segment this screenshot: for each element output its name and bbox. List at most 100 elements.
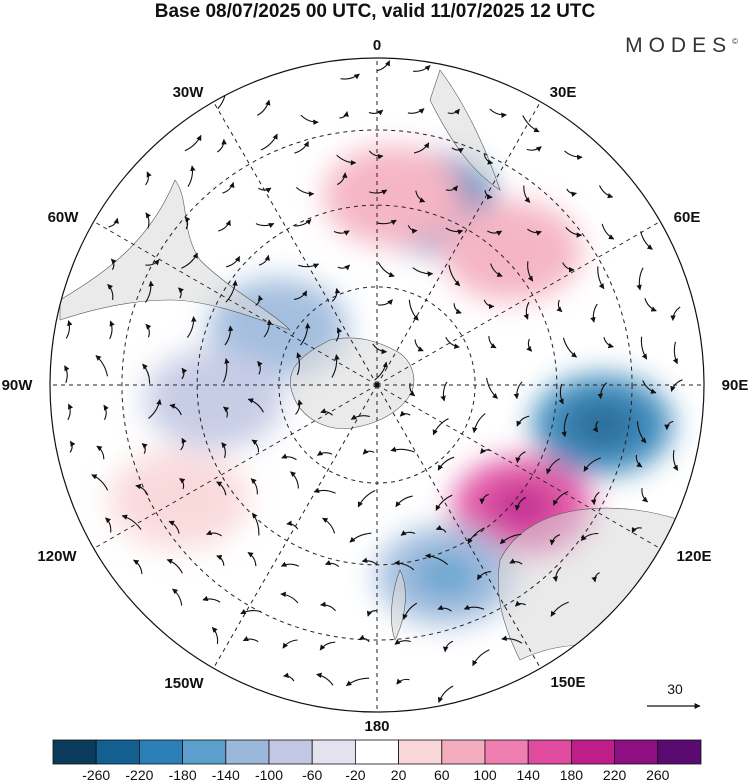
wind-arrow (255, 222, 275, 229)
wind-arrow (445, 185, 458, 192)
wind-arrow (280, 561, 299, 567)
wind-arrow (300, 114, 319, 125)
wind-arrow (105, 517, 112, 533)
wind-arrow (133, 559, 143, 574)
colorbar-tick-label: -140 (212, 767, 240, 783)
wind-arrow (69, 440, 76, 453)
wind-arrow (523, 185, 531, 203)
wind-arrow (437, 604, 452, 612)
meridian-line (93, 221, 378, 386)
wind-arrow (250, 478, 258, 495)
wind-arrow (488, 335, 497, 349)
wind-arrow (561, 412, 569, 438)
wind-arrow (298, 263, 320, 269)
wind-arrow (415, 190, 426, 203)
wind-arrow (376, 60, 391, 72)
wind-arrow (316, 672, 334, 686)
wind-arrow (247, 398, 264, 413)
colorbar-tick-label: -60 (302, 767, 322, 783)
wind-arrow (260, 133, 278, 151)
wind-arrow (435, 494, 453, 511)
anomaly-core (568, 400, 637, 449)
colorbar-swatch (527, 739, 572, 765)
wind-arrow (135, 483, 149, 496)
wind-arrow (293, 290, 308, 300)
wind-arrow (349, 532, 372, 543)
wind-arrow (109, 320, 115, 340)
wind-arrow (374, 361, 388, 381)
wind-arrow (283, 672, 295, 682)
wind-arrow (597, 382, 607, 400)
colorbar-tick-label: 60 (434, 767, 450, 783)
wind-arrow (672, 450, 679, 471)
wind-arrow (635, 455, 643, 468)
wind-arrow (294, 219, 312, 227)
lon-label-0: 0 (373, 37, 381, 54)
wind-arrow (408, 299, 419, 321)
colorbar-swatch (354, 739, 399, 765)
wind-arrow (453, 303, 462, 314)
wind-arrow (187, 165, 196, 187)
wind-arrow (145, 323, 152, 338)
wind-arrow (552, 566, 562, 582)
wind-arrow (515, 451, 526, 464)
colorbar-swatch (52, 739, 97, 765)
wind-arrow (412, 267, 434, 277)
meridian-line (376, 101, 541, 386)
wind-arrow (396, 678, 410, 685)
colorbar-swatch (614, 739, 659, 765)
wind-arrow (65, 320, 73, 339)
colorbar-swatch (398, 739, 443, 765)
wind-arrow (252, 512, 260, 536)
wind-arrow (556, 299, 563, 313)
wind-arrow (322, 517, 336, 534)
wind-arrow (484, 190, 493, 200)
wind-arrow (672, 341, 678, 365)
meridian-line (376, 384, 661, 549)
wind-arrow (527, 261, 534, 282)
colorbar-swatch (225, 739, 270, 765)
wind-arrow (222, 181, 235, 194)
map-title: Base 08/07/2025 00 UTC, valid 11/07/2025… (154, 1, 596, 22)
lon-label-180: 180 (364, 718, 389, 735)
wind-arrow (447, 108, 460, 115)
wind-arrow (467, 527, 485, 545)
wind-arrow (345, 677, 370, 687)
wind-arrow (142, 363, 151, 384)
wind-arrow (96, 445, 105, 460)
wind-arrow (448, 264, 461, 287)
wind-arrow (513, 381, 523, 400)
wind-arrow (286, 520, 299, 530)
anomaly-core (488, 482, 557, 531)
wind-arrow (64, 365, 70, 383)
colorbar-swatch (182, 739, 227, 765)
wind-arrow (211, 626, 219, 644)
wind-arrow (642, 380, 657, 394)
map-boundary (49, 57, 705, 713)
wind-arrow (335, 327, 343, 342)
wind-arrow (216, 555, 225, 566)
wind-arrow (472, 649, 490, 667)
wind-arrow (486, 377, 498, 399)
wind-arrow (479, 493, 489, 505)
anomaly-core (180, 375, 249, 424)
meridian-line (376, 384, 541, 669)
wind-arrow (242, 636, 259, 643)
colorbar-tick-label: -100 (255, 767, 283, 783)
anomaly-core (412, 551, 481, 600)
colorbar: -260 -220 -180 -140 -100 -60 -20 20 60 100 140 180 2… (52, 739, 702, 783)
wind-arrow (257, 360, 263, 375)
wind-arrow (218, 219, 231, 232)
wind-arrow (225, 280, 238, 303)
colorbar-swatch (311, 739, 356, 765)
wind-arrow (296, 352, 302, 376)
lon-label-30w: 30W (173, 84, 205, 101)
wind-arrow (103, 404, 109, 420)
meridian-line (93, 384, 378, 549)
wind-arrow (333, 230, 350, 236)
wind-arrow (336, 172, 348, 186)
wind-arrow (148, 399, 162, 419)
wind-arrow (184, 216, 191, 230)
wind-arrow (145, 171, 152, 186)
